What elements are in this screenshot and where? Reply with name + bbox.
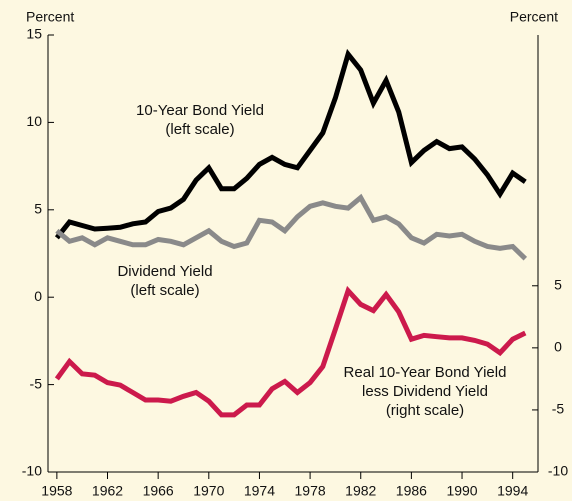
series-line [54,48,527,240]
y2-axis-label: Percent [510,9,558,25]
x-tick-label: 1970 [193,483,224,499]
y-tick-label: 5 [34,201,42,217]
x-tick-label: 1990 [446,483,477,499]
y-axis-label: Percent [26,9,74,25]
x-tick-label: 1982 [345,483,376,499]
x-tick-label: 1986 [396,483,427,499]
series-line [54,285,527,418]
x-tick-label: 1966 [143,483,174,499]
x-tick-label: 1978 [295,483,326,499]
y-tick-label: 10 [26,113,42,129]
y2-tick-label: -5 [552,401,565,417]
annotation: (right scale) [386,402,464,419]
y-tick-label: 15 [26,26,42,42]
x-tick-label: 1962 [92,483,123,499]
y2-tick-label: 5 [554,276,562,292]
annotation: Real 10-Year Bond Yield [344,364,507,381]
annotation: less Dividend Yield [362,383,488,400]
y-tick-label: -5 [30,375,43,391]
x-tick-label: 1974 [244,483,275,499]
annotation: (left scale) [165,121,234,138]
series-line [55,193,528,261]
x-tick-label: 1994 [497,483,528,499]
y2-tick-label: 0 [554,339,562,355]
y2-tick-label: -10 [548,463,568,479]
annotation: Dividend Yield [117,263,212,280]
annotation: 10-Year Bond Yield [136,102,264,119]
y-tick-label: -10 [22,463,42,479]
x-tick-label: 1958 [41,483,72,499]
annotation: (left scale) [130,282,199,299]
y-tick-label: 0 [34,288,42,304]
